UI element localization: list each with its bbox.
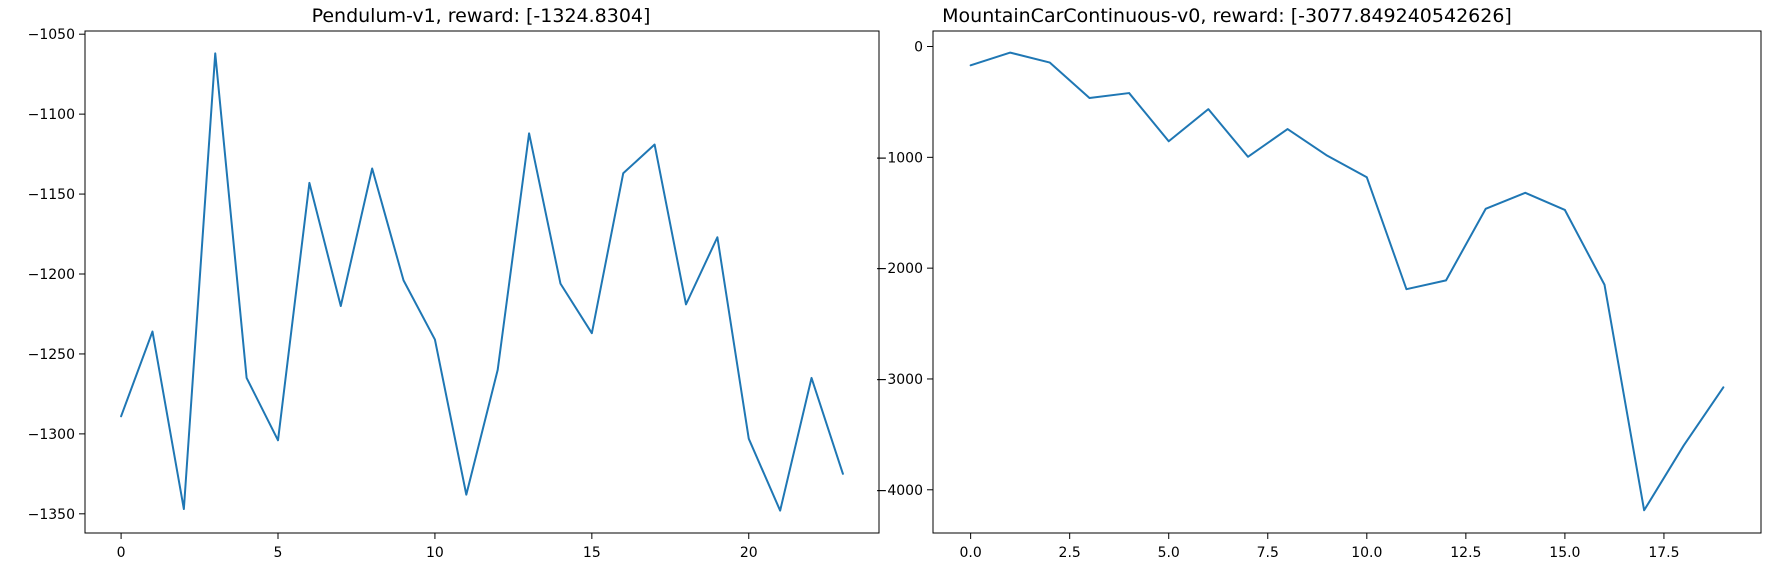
chart-mountaincar: MountainCarContinuous-v0, reward: [-3077… [876, 5, 1762, 561]
y-axis-ticks: 0 −1000 −2000 −3000 −4000 [876, 40, 933, 499]
y-tick-label: −1000 [876, 150, 923, 166]
x-tick-label: 15 [583, 545, 601, 561]
chart-pendulum: Pendulum-v1, reward: [-1324.8304] 0 5 10 15… [28, 5, 880, 561]
y-tick-label: −1200 [28, 267, 75, 283]
chart-title: MountainCarContinuous-v0, reward: [-3077… [942, 5, 1512, 27]
y-tick-label: 0 [914, 40, 923, 56]
x-tick-label: 2.5 [1059, 545, 1081, 561]
y-axis-ticks: −1050 −1100 −1150 −1200 −1250 −1300 −1350 [28, 27, 85, 523]
series-line-group [120, 52, 844, 512]
plot-frame [932, 30, 1762, 534]
series-line [120, 52, 844, 512]
x-tick-label: 10 [426, 545, 444, 561]
y-tick-label: −1300 [28, 427, 75, 443]
y-tick-label: −1100 [28, 107, 75, 123]
x-axis-ticks: 0.0 2.5 5.0 7.5 10.0 12.5 15.0 17.5 [960, 533, 1680, 561]
chart-title: Pendulum-v1, reward: [-1324.8304] [312, 5, 651, 27]
y-tick-label: −2000 [876, 261, 923, 277]
y-tick-label: −1150 [28, 187, 75, 203]
series-line-group [969, 51, 1725, 512]
y-tick-label: −3000 [876, 372, 923, 388]
x-tick-label: 12.5 [1450, 545, 1481, 561]
y-tick-label: −4000 [876, 483, 923, 499]
x-tick-label: 5.0 [1158, 545, 1180, 561]
y-tick-label: −1350 [28, 507, 75, 523]
x-tick-label: 0.0 [960, 545, 982, 561]
x-axis-ticks: 0 5 10 15 20 [117, 533, 758, 561]
x-tick-label: 15.0 [1549, 545, 1580, 561]
x-tick-label: 5 [274, 545, 283, 561]
x-tick-label: 17.5 [1648, 545, 1679, 561]
x-tick-label: 20 [740, 545, 758, 561]
series-line [969, 51, 1725, 512]
x-tick-label: 0 [117, 545, 126, 561]
plot-frame [84, 30, 880, 534]
x-tick-label: 7.5 [1257, 545, 1279, 561]
x-tick-label: 10.0 [1351, 545, 1382, 561]
y-tick-label: −1250 [28, 347, 75, 363]
y-tick-label: −1050 [28, 27, 75, 43]
